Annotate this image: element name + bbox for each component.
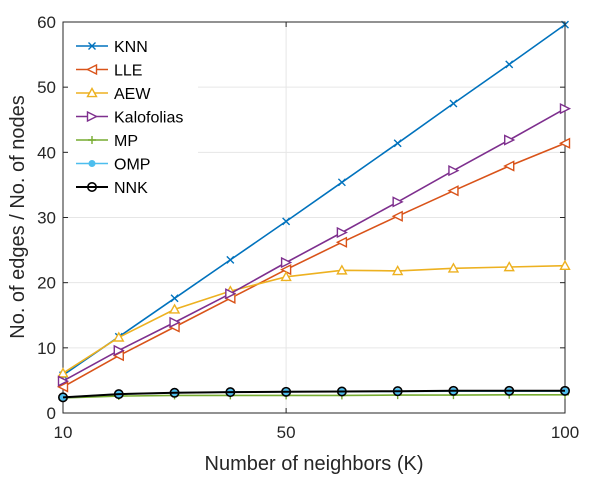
series-line-mp — [62, 393, 565, 399]
legend-marker-kalofolias — [86, 110, 99, 123]
x-axis-label: Number of neighbors (K) — [205, 453, 424, 475]
y-tick-label: 10 — [37, 339, 56, 358]
data-point-kalofolias — [504, 134, 516, 146]
series-layer — [56, 20, 572, 403]
data-point-aew — [280, 270, 292, 282]
series-line-aew — [62, 264, 566, 374]
legend-item-lle: LLE — [76, 63, 142, 80]
data-point-nnk — [392, 386, 403, 397]
legend-label-mp: MP — [114, 133, 138, 150]
data-point-nnk — [336, 386, 347, 397]
legend: KNN LLE AEW Kalofolias MP OMP NNK — [68, 30, 198, 202]
data-point-kalofolias — [559, 103, 572, 115]
data-point-lle — [558, 137, 571, 149]
data-point-kalofolias — [113, 344, 125, 357]
x-tick-label: 100 — [551, 423, 579, 442]
data-point-lle — [335, 236, 348, 248]
series-aew — [57, 259, 571, 378]
legend-item-nnk: NNK — [76, 180, 148, 197]
legend-item-knn: KNN — [76, 39, 148, 56]
legend-item-omp: OMP — [76, 157, 150, 174]
data-point-aew — [447, 262, 460, 273]
data-point-aew — [57, 367, 69, 378]
data-point-kalofolias — [448, 164, 460, 177]
legend-marker-omp — [88, 160, 96, 167]
legend-item-mp: MP — [76, 133, 138, 150]
data-point-lle — [503, 160, 515, 172]
data-point-aew — [503, 261, 515, 272]
series-line-lle — [62, 142, 566, 388]
y-tick-label: 60 — [37, 13, 56, 32]
data-point-kalofolias — [225, 288, 237, 300]
series-line-knn — [62, 23, 566, 376]
legend-label-omp: OMP — [114, 157, 150, 174]
series-line-nnk — [62, 389, 565, 399]
data-point-nnk — [504, 385, 515, 396]
data-point-knn — [170, 294, 179, 303]
legend-label-aew: AEW — [114, 86, 151, 103]
series-kalofolias — [57, 103, 572, 387]
data-point-knn — [226, 255, 235, 264]
series-nnk — [57, 385, 570, 403]
data-point-aew — [168, 303, 181, 314]
y-tick-label: 50 — [37, 78, 56, 97]
legend-marker-mp — [88, 136, 96, 144]
data-point-lle — [56, 381, 69, 393]
series-lle — [56, 137, 571, 393]
legend-marker-knn — [88, 42, 96, 50]
legend-label-kalofolias: Kalofolias — [114, 110, 183, 127]
data-point-nnk — [225, 387, 236, 398]
data-point-nnk — [113, 389, 124, 400]
data-point-knn — [449, 99, 458, 108]
y-tick-label: 20 — [37, 274, 56, 293]
data-point-aew — [391, 264, 404, 276]
x-tick-label: 50 — [277, 423, 296, 442]
data-point-nnk — [169, 387, 180, 398]
data-point-kalofolias — [57, 375, 70, 387]
legend-marker-lle — [85, 63, 98, 76]
data-point-lle — [391, 210, 403, 222]
legend-marker-nnk — [87, 182, 98, 193]
data-point-nnk — [281, 386, 292, 397]
data-point-aew — [336, 264, 348, 275]
data-point-knn — [505, 60, 514, 69]
legend-marker-aew — [86, 87, 98, 98]
legend-label-nnk: NNK — [114, 180, 148, 197]
data-point-nnk — [559, 385, 570, 396]
data-point-knn — [393, 139, 402, 148]
data-point-knn — [282, 217, 291, 226]
y-axis-label: No. of edges / No. of nodes — [7, 95, 29, 339]
data-point-kalofolias — [280, 256, 293, 269]
legend-item-aew: AEW — [76, 86, 151, 103]
series-line-kalofolias — [62, 108, 566, 382]
data-point-lle — [447, 185, 459, 197]
data-point-kalofolias — [336, 226, 348, 239]
legend-item-kalofolias: Kalofolias — [76, 110, 183, 127]
y-tick-label: 40 — [37, 143, 56, 162]
y-tick-label: 0 — [47, 404, 56, 423]
data-point-nnk — [57, 392, 68, 403]
data-point-kalofolias — [392, 196, 404, 208]
data-point-kalofolias — [169, 316, 181, 329]
x-tick-label: 10 — [54, 423, 73, 442]
legend-label-lle: LLE — [114, 63, 142, 80]
data-point-nnk — [448, 385, 459, 396]
data-point-aew — [559, 259, 571, 271]
data-point-knn — [337, 178, 346, 187]
data-point-aew — [113, 331, 125, 342]
legend-label-knn: KNN — [114, 39, 148, 56]
y-tick-label: 30 — [37, 209, 56, 228]
